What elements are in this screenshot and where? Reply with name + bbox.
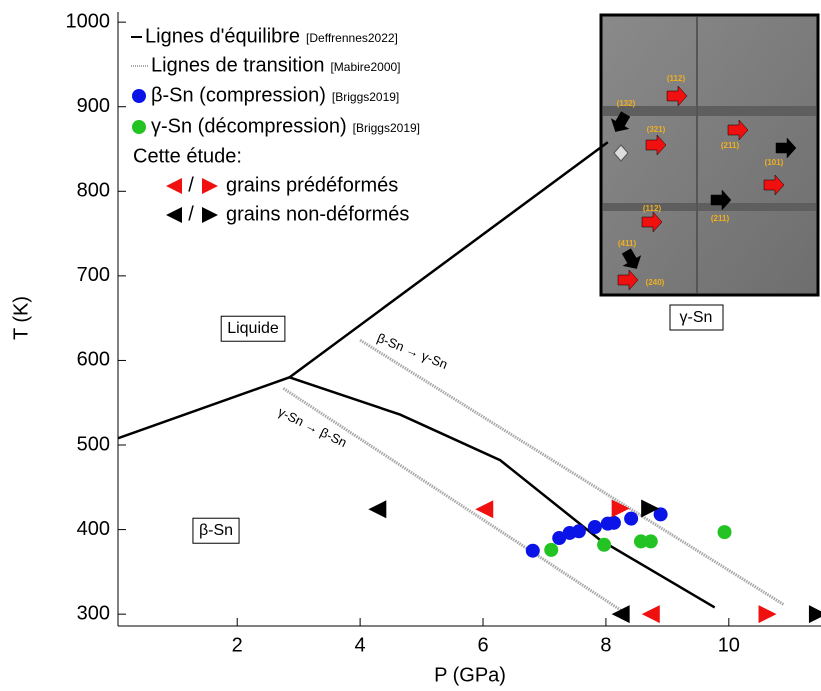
inset-band — [603, 203, 816, 211]
legend-swatch — [132, 120, 146, 134]
legend-source: [Deffrennes2022] — [306, 31, 398, 45]
y-axis-label: T (K) — [10, 296, 32, 340]
inset-label: (211) — [721, 141, 740, 150]
legend-swatch — [166, 178, 182, 194]
point — [717, 525, 732, 540]
x-tick-label: 6 — [477, 634, 488, 656]
y-tick-label: 400 — [77, 518, 110, 540]
point — [571, 524, 586, 539]
legend-swatch — [132, 89, 146, 103]
legend-label: Lignes d'équilibre — [145, 25, 300, 47]
triangle-marker — [611, 499, 630, 518]
transition-line — [282, 338, 785, 617]
point — [525, 543, 540, 558]
inset-arrow — [710, 189, 732, 211]
point — [597, 537, 612, 552]
x-tick-label: 4 — [355, 634, 366, 656]
inset-label: (112) — [643, 204, 662, 213]
region-label: β-Sn — [199, 522, 233, 539]
y-tick-label: 800 — [77, 180, 110, 202]
x-tick-label: 2 — [232, 634, 243, 656]
y-tick-label: 900 — [77, 95, 110, 117]
y-tick-label: 500 — [77, 433, 110, 455]
equilibrium-line — [117, 141, 716, 609]
inset-label: (112) — [667, 74, 686, 83]
region-label-box — [192, 517, 240, 544]
inset-diamond — [613, 144, 629, 162]
legend-source: [Briggs2019] — [353, 121, 420, 135]
y-tick-label: 700 — [77, 264, 110, 286]
y-tick-label: 300 — [77, 602, 110, 624]
point — [606, 515, 621, 530]
point — [653, 507, 668, 522]
y-tick-label: 600 — [77, 349, 110, 371]
triangle-marker — [368, 500, 387, 519]
triangle-marker — [808, 605, 821, 624]
inset-arrow — [617, 269, 639, 291]
inset-arrow — [641, 211, 663, 233]
legend-swatch — [202, 178, 218, 194]
point — [624, 511, 639, 526]
triangle-marker — [641, 605, 660, 624]
inset-label: (240) — [646, 278, 665, 287]
triangle-marker — [475, 500, 494, 519]
inset: (112) (132) (321) (211) (101) (112) (211) (411)… — [599, 13, 820, 297]
point — [643, 534, 658, 549]
inset-label: (132) — [617, 99, 636, 108]
legend-label: β-Sn (compression) — [151, 84, 326, 106]
region-label-box — [220, 315, 286, 342]
inset-caption-box — [669, 304, 724, 331]
x-tick-label: 8 — [600, 634, 611, 656]
legend-heading: Cette étude: — [133, 145, 242, 167]
inset-label: (321) — [647, 125, 666, 134]
legend-swatch — [166, 207, 182, 223]
inset-arrow — [610, 111, 631, 132]
inset-arrow — [666, 85, 688, 107]
x-axis-label: P (GPa) — [434, 664, 506, 686]
legend-label: grains non-déformés — [226, 203, 409, 225]
triangle-marker — [611, 605, 630, 624]
region-label: Liquide — [227, 320, 279, 337]
inset-arrow — [775, 137, 797, 159]
legend-label: γ-Sn (décompression) — [151, 115, 347, 137]
inset-caption: γ-Sn — [680, 309, 713, 326]
legend-label: grains prédéformés — [226, 174, 398, 196]
inset-arrow — [621, 248, 642, 269]
point — [552, 531, 567, 546]
legend-swatch — [202, 207, 218, 223]
point — [633, 534, 648, 549]
inset-arrow — [763, 174, 785, 196]
legend-separator: / — [188, 174, 194, 196]
point — [587, 520, 602, 535]
inset-arrow — [645, 134, 667, 156]
legend-source: [Mabire2000] — [330, 60, 400, 74]
legend-source: [Briggs2019] — [332, 90, 399, 104]
inset-arrow — [727, 119, 749, 141]
x-tick-label: 10 — [718, 634, 740, 656]
triangle-marker — [758, 605, 777, 624]
inset-label: (411) — [618, 239, 637, 248]
line-annotation: γ-Sn → β-Sn — [276, 404, 350, 450]
inset-label: (211) — [711, 214, 730, 223]
point — [544, 542, 559, 557]
inset-frame — [599, 13, 820, 297]
legend-separator: / — [188, 203, 194, 225]
inset-label: (101) — [765, 158, 784, 167]
inset-band — [603, 106, 816, 116]
legend-label: Lignes de transition — [151, 54, 324, 76]
triangle-marker — [641, 499, 660, 518]
line-annotation: β-Sn → γ-Sn — [375, 330, 450, 372]
y-tick-label: 1000 — [66, 10, 111, 32]
